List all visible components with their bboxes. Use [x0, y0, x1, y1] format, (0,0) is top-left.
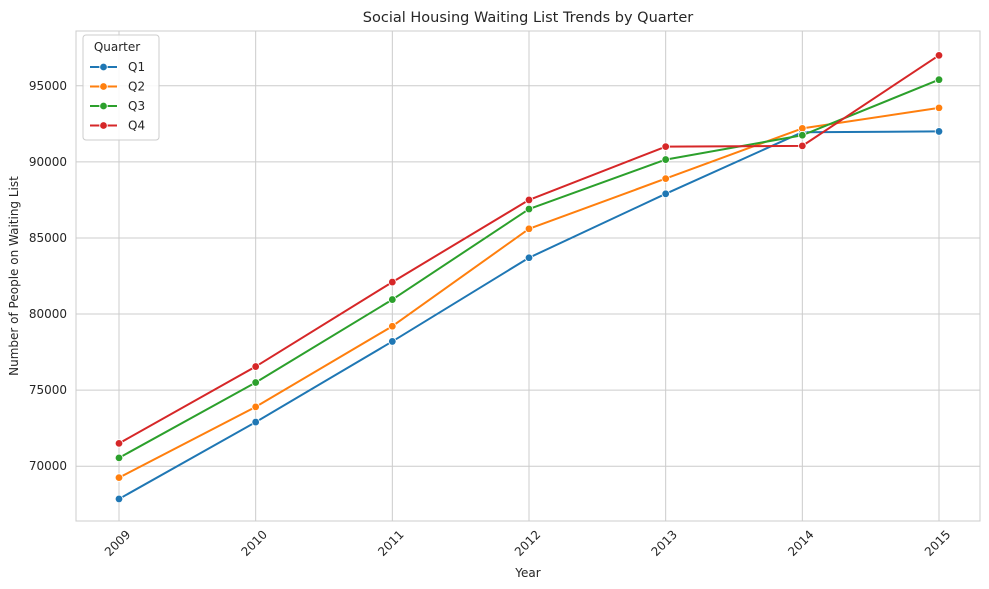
data-point-Q4-2011 [388, 277, 397, 287]
y-tick-label: 85000 [29, 231, 67, 245]
data-point-Q4-2015 [934, 51, 944, 60]
legend-swatch-marker [99, 62, 108, 72]
x-tick-label: 2010 [239, 527, 270, 558]
y-axis-ticks: 70000 75000 80000 85000 90000 95000 [29, 79, 67, 473]
data-point-Q2-2013 [661, 174, 670, 183]
x-tick-label: 2009 [102, 527, 133, 558]
legend-swatch-marker [99, 82, 108, 91]
data-point-Q2-2012 [524, 224, 534, 234]
x-tick-label: 2011 [375, 527, 406, 558]
legend-swatch-marker [99, 121, 108, 130]
data-point-Q3-2011 [388, 295, 397, 304]
x-tick-label: 2015 [922, 527, 953, 558]
y-tick-label: 75000 [29, 383, 67, 397]
data-point-Q1-2015 [934, 127, 944, 136]
data-point-Q3-2013 [661, 155, 670, 164]
y-tick-label: 90000 [29, 155, 67, 169]
legend-item-Q2: Q2 [90, 80, 145, 94]
data-point-Q4-2013 [661, 142, 670, 151]
legend-label: Q4 [128, 119, 145, 133]
data-point-Q4-2009 [114, 439, 124, 448]
data-point-Q1-2009 [114, 494, 124, 504]
data-point-Q1-2012 [524, 253, 534, 262]
y-tick-label: 95000 [29, 79, 67, 93]
legend-items: Q1 Q2 Q3 Q4 [90, 60, 145, 133]
x-axis-ticks: 2009 2010 2011 2012 2013 2014 2015 [102, 527, 953, 558]
data-point-Q3-2010 [251, 378, 260, 387]
y-tick-label: 80000 [29, 307, 67, 321]
data-point-Q2-2015 [934, 103, 944, 113]
series-layer [114, 51, 944, 504]
legend-item-Q1: Q1 [90, 60, 145, 74]
data-point-Q4-2014 [798, 141, 807, 151]
x-axis-label: Year [514, 566, 540, 580]
data-point-Q3-2009 [114, 453, 124, 463]
data-point-Q1-2011 [388, 337, 397, 346]
y-axis-label: Number of People on Waiting List [7, 176, 21, 376]
plot-frame [75, 30, 981, 522]
x-tick-label: 2013 [649, 527, 680, 558]
legend-item-Q3: Q3 [90, 99, 145, 113]
legend: Quarter Q1 Q2 Q3 Q4 [82, 34, 160, 141]
series-Q3 [114, 75, 944, 463]
data-point-Q2-2011 [388, 322, 397, 331]
legend-box [82, 34, 160, 141]
legend-label: Q1 [128, 60, 145, 74]
data-point-Q1-2010 [251, 417, 260, 427]
data-point-Q2-2009 [114, 473, 124, 482]
series-Q2 [114, 103, 944, 482]
data-point-Q3-2015 [934, 75, 944, 84]
legend-title: Quarter [94, 40, 140, 54]
data-point-Q1-2013 [661, 189, 670, 199]
legend-item-Q4: Q4 [90, 119, 145, 133]
data-point-Q4-2012 [524, 195, 534, 205]
series-Q4 [114, 51, 944, 448]
grid [76, 31, 980, 521]
data-point-Q3-2012 [524, 204, 534, 214]
x-tick-label: 2012 [512, 527, 543, 558]
chart-title: Social Housing Waiting List Trends by Qu… [363, 10, 693, 26]
legend-swatch-marker [99, 101, 108, 111]
y-tick-label: 70000 [29, 459, 67, 473]
data-point-Q3-2014 [798, 131, 807, 140]
legend-label: Q2 [128, 80, 145, 94]
x-tick-label: 2014 [785, 527, 816, 558]
data-point-Q2-2010 [251, 402, 260, 412]
data-point-Q4-2010 [251, 362, 260, 371]
legend-label: Q3 [128, 99, 145, 113]
